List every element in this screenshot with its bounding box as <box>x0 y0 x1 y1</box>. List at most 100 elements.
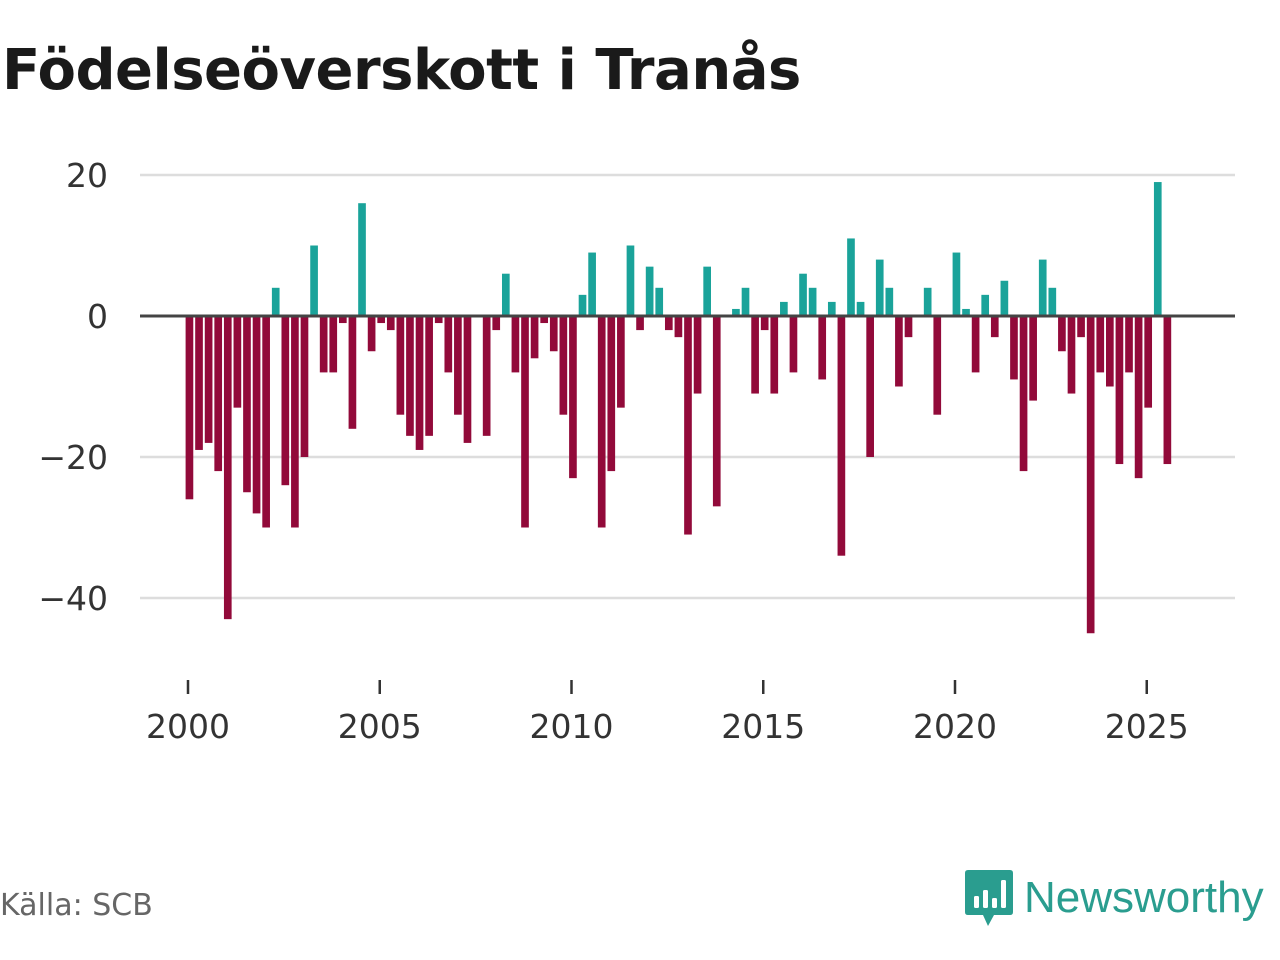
bar <box>348 316 357 429</box>
bar <box>1086 316 1095 634</box>
bars <box>185 182 1172 634</box>
y-tick-label: −40 <box>38 579 108 618</box>
bar <box>971 316 980 373</box>
bar <box>559 316 568 415</box>
bar <box>674 316 683 338</box>
bar <box>703 266 711 316</box>
bar <box>262 316 270 528</box>
bar <box>415 316 424 450</box>
bar <box>923 287 932 316</box>
bar <box>569 316 577 479</box>
bar <box>875 259 884 316</box>
x-tick-label: 2005 <box>338 707 422 746</box>
bar <box>1144 316 1153 408</box>
bar <box>1019 316 1028 472</box>
bar <box>933 316 942 415</box>
x-tick-label: 2020 <box>913 707 997 746</box>
x-tick-label: 2010 <box>530 707 614 746</box>
bar <box>501 273 510 316</box>
bar <box>626 245 635 316</box>
bar <box>962 308 970 316</box>
bar <box>664 316 673 331</box>
bar <box>1067 316 1076 394</box>
bar <box>329 316 338 373</box>
bar <box>827 301 836 316</box>
bar <box>636 316 644 331</box>
bar <box>1134 316 1143 479</box>
bar <box>981 294 990 316</box>
bar <box>367 316 376 352</box>
bar <box>751 316 759 394</box>
bar <box>185 316 194 500</box>
bar <box>990 316 999 338</box>
source-label: Källa: SCB <box>0 888 153 923</box>
bar <box>406 316 414 436</box>
bar <box>866 316 874 457</box>
bar <box>300 316 309 457</box>
bar <box>1153 182 1162 316</box>
bar <box>1125 316 1133 373</box>
bar <box>780 301 788 316</box>
bar <box>425 316 433 436</box>
bar <box>463 316 472 443</box>
bar <box>223 316 232 620</box>
newsworthy-logo[interactable]: Newsworthy <box>964 866 1264 930</box>
bar <box>530 316 539 359</box>
bar <box>1000 280 1009 316</box>
bar <box>1096 316 1105 373</box>
bar <box>856 301 865 316</box>
bar <box>741 287 750 316</box>
bar <box>492 316 501 331</box>
bar <box>243 316 251 493</box>
bar <box>808 287 817 316</box>
bar <box>607 316 616 472</box>
bar <box>396 316 405 415</box>
bar <box>386 316 395 331</box>
bar <box>818 316 827 380</box>
bar <box>1038 259 1047 316</box>
bar <box>482 316 491 436</box>
bar <box>645 266 654 316</box>
bar <box>760 316 769 331</box>
bar <box>1163 316 1172 465</box>
bar <box>252 316 261 514</box>
bar <box>885 287 894 316</box>
x-tick-label: 2025 <box>1105 707 1189 746</box>
bar <box>1048 287 1057 316</box>
bar <box>693 316 702 394</box>
bar <box>271 287 280 316</box>
bar <box>617 316 625 408</box>
bar <box>837 316 846 556</box>
bar <box>377 316 386 324</box>
y-tick-label: −20 <box>38 438 108 477</box>
bar <box>895 316 903 387</box>
bar <box>434 316 443 324</box>
bar <box>578 294 587 316</box>
bar <box>281 316 290 486</box>
bar <box>454 316 462 415</box>
chart-title: Födelseöverskott i Tranås <box>2 38 801 103</box>
bar <box>1058 316 1066 352</box>
bar <box>904 316 913 338</box>
bar <box>732 308 740 316</box>
bar-chart: 20 0 −20 −40 2000 2005 2010 2015 2020 2025 <box>38 156 1235 746</box>
bar <box>1010 316 1018 380</box>
bar <box>588 252 596 316</box>
bar <box>521 316 529 528</box>
bar <box>540 316 549 324</box>
y-tick-label: 0 <box>87 297 108 336</box>
bar <box>770 316 779 394</box>
bar <box>291 316 299 528</box>
bar <box>684 316 692 535</box>
bar <box>799 273 807 316</box>
bar <box>444 316 453 373</box>
bar <box>1115 316 1124 465</box>
bar <box>1106 316 1114 387</box>
bar <box>511 316 520 373</box>
bar <box>549 316 558 352</box>
bar <box>214 316 223 472</box>
bar <box>319 316 328 373</box>
bar <box>339 316 347 324</box>
bar <box>1029 316 1037 401</box>
bar <box>712 316 721 507</box>
